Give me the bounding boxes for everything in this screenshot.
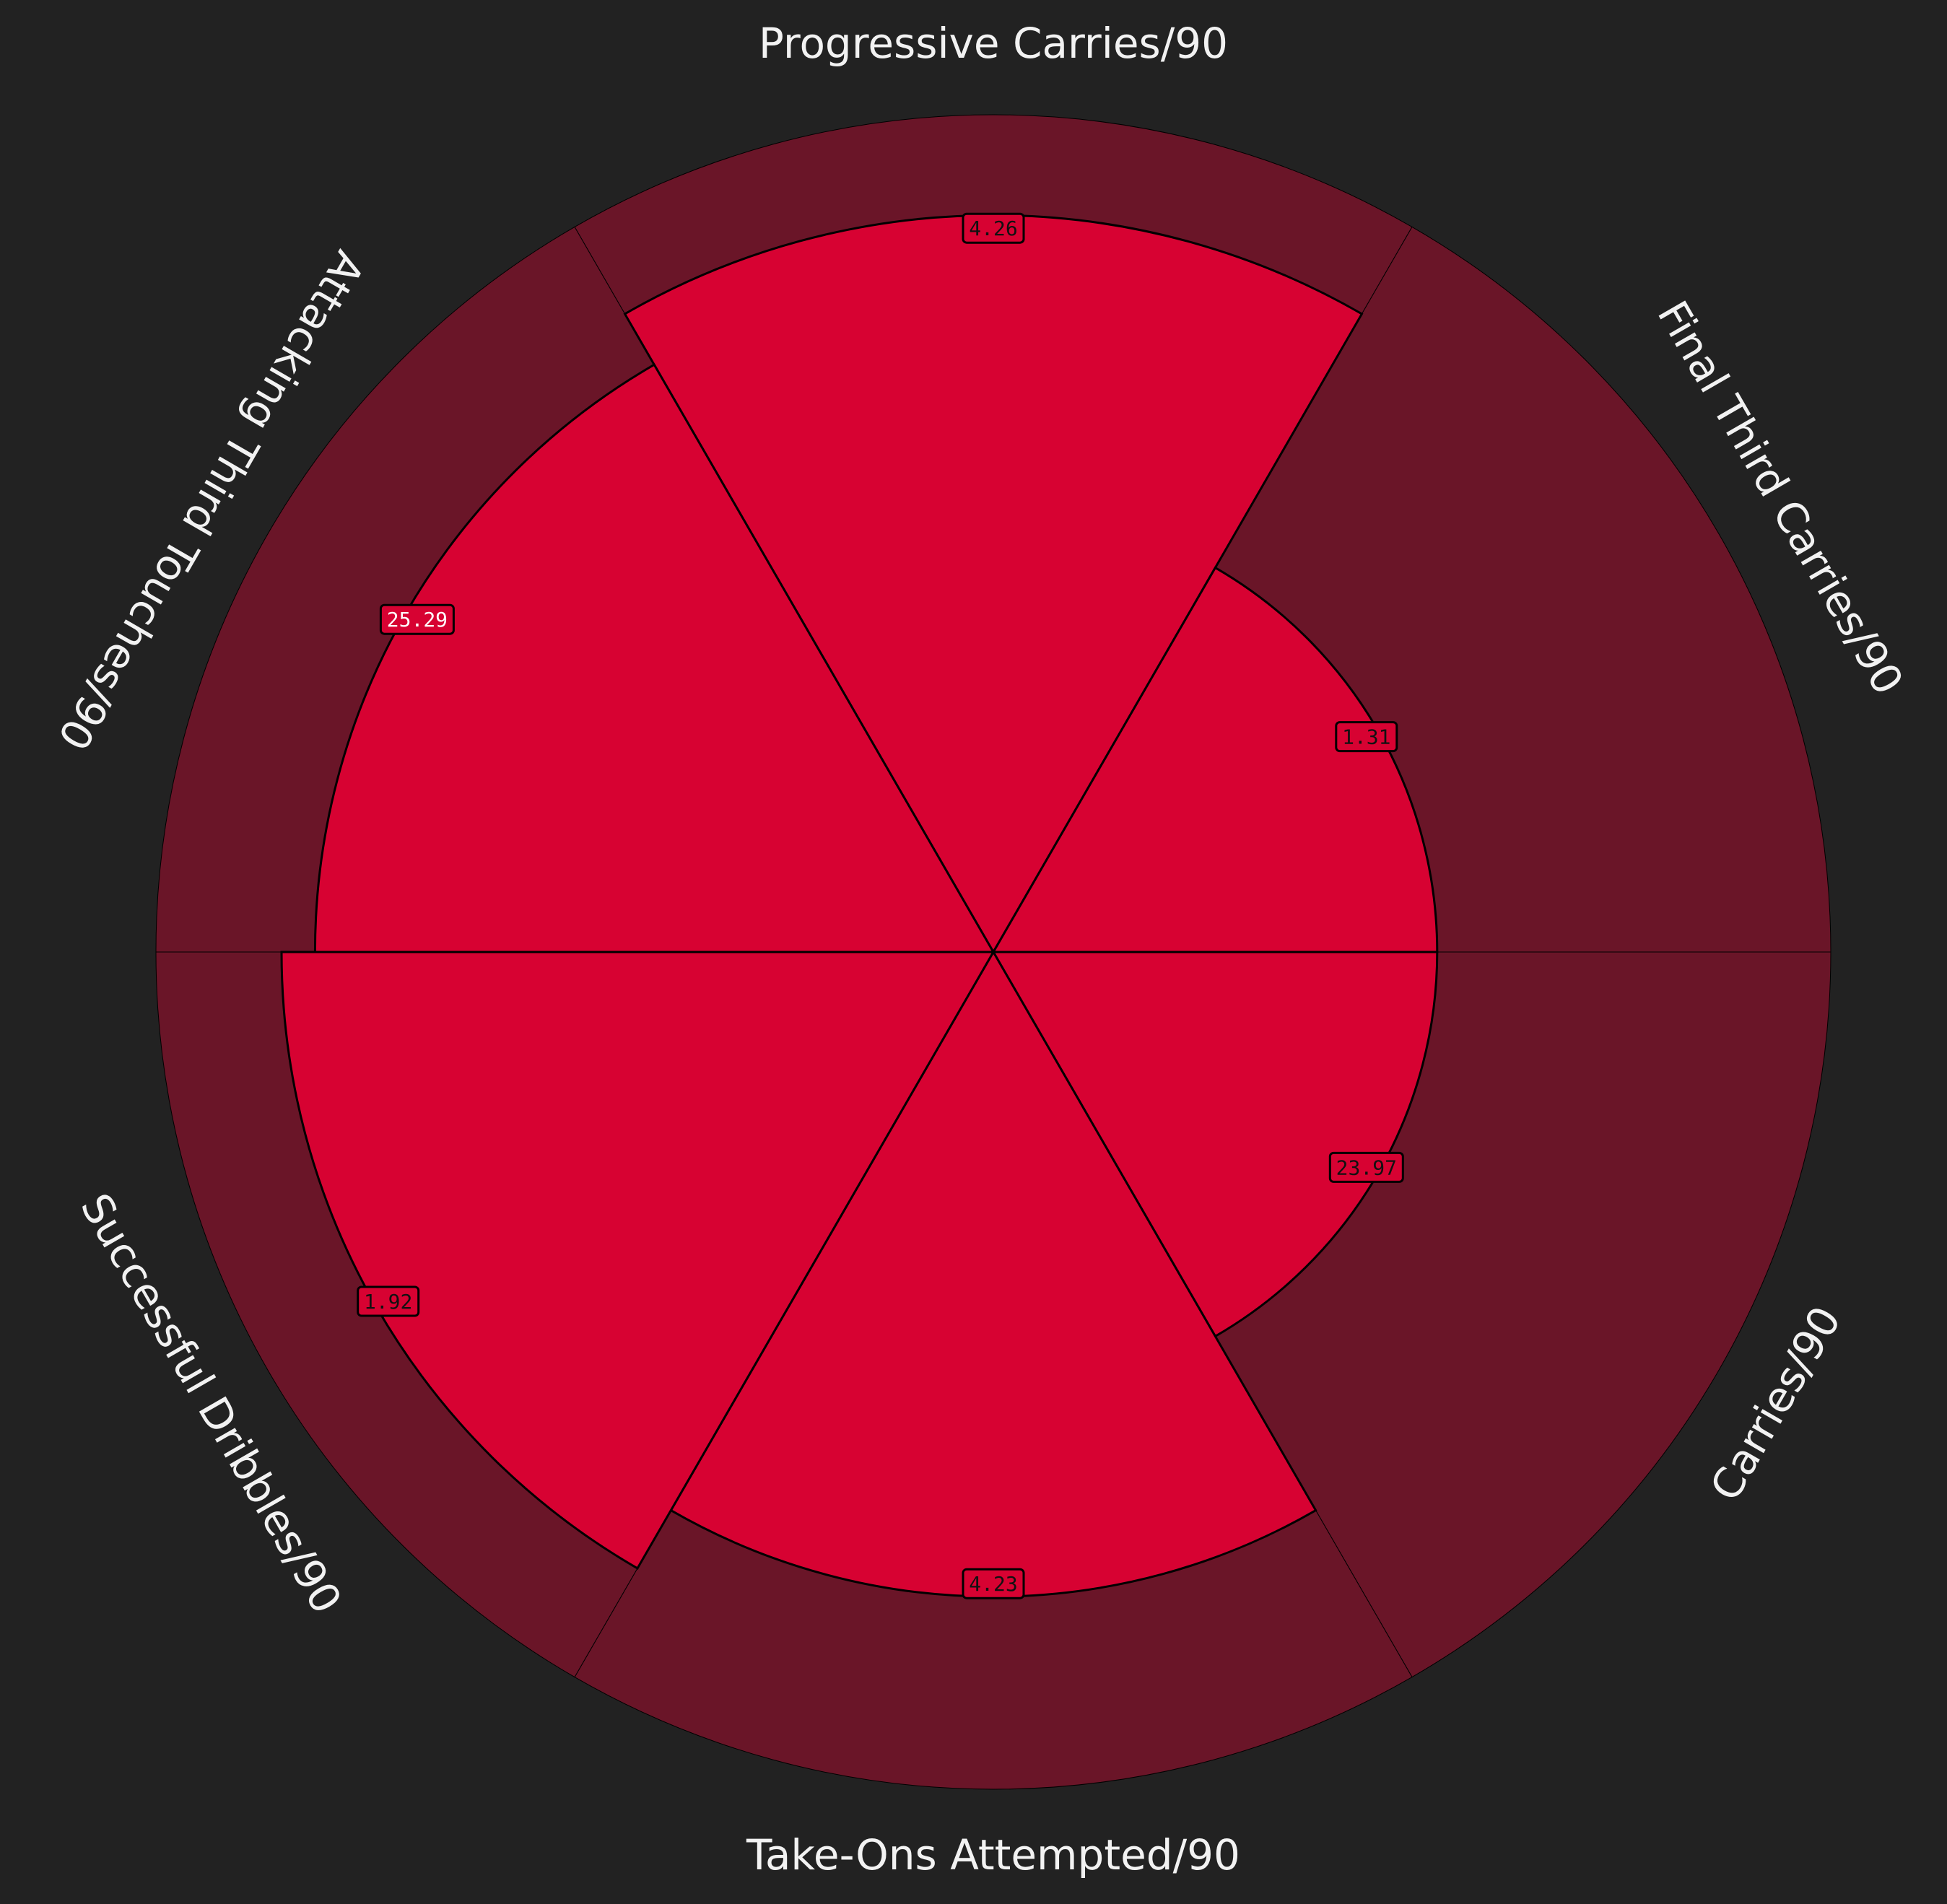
- value-label-attacking-third-touches-90: 25.29: [379, 603, 455, 635]
- value-text: 25.29: [387, 608, 448, 632]
- value-label-carries-90: 23.97: [1328, 1151, 1404, 1183]
- value-text: 1.92: [364, 1290, 412, 1314]
- value-label-progressive-carries-90: 4.26: [962, 212, 1025, 244]
- value-box: [357, 1285, 420, 1317]
- value-label-successful-dribbles-90: 1.92: [357, 1285, 420, 1317]
- value-label-final-third-carries-90: 1.31: [1335, 721, 1398, 753]
- value-box: [962, 1568, 1025, 1599]
- value-text: 1.31: [1342, 725, 1390, 749]
- value-text: 4.26: [969, 217, 1017, 240]
- value-box: [962, 212, 1025, 244]
- value-box: [1335, 721, 1398, 753]
- value-box: [1328, 1151, 1404, 1183]
- value-text: 4.23: [969, 1572, 1017, 1596]
- value-box: [379, 603, 455, 635]
- param-label-progressive-carries-90: Progressive Carries/90: [759, 19, 1228, 68]
- param-label-take-ons-attempted-90: Take-Ons Attempted/90: [746, 1830, 1240, 1879]
- value-text: 23.97: [1336, 1156, 1397, 1179]
- value-label-take-ons-attempted-90: 4.23: [962, 1568, 1025, 1599]
